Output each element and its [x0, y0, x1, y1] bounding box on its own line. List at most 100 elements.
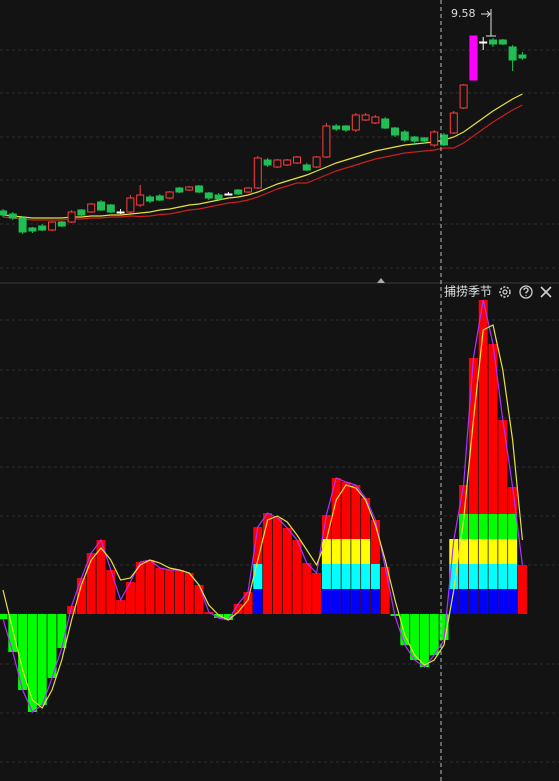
- candle-body: [48, 221, 56, 231]
- candle-body: [332, 125, 341, 130]
- histogram-bar: [204, 612, 214, 614]
- moving-average: [2, 104, 523, 221]
- candle-body: [0, 210, 7, 216]
- candle-body: [479, 41, 488, 44]
- candle-body: [351, 114, 360, 131]
- indicator-line: [2, 299, 523, 713]
- histogram-band: [478, 514, 488, 539]
- histogram-bar: [116, 600, 126, 614]
- histogram-band: [478, 564, 488, 589]
- histogram-bar: [106, 570, 116, 614]
- histogram-band: [361, 539, 371, 564]
- histogram-band: [253, 564, 263, 589]
- candle-body: [136, 194, 145, 206]
- candle-body: [342, 125, 350, 131]
- candle-body: [175, 187, 184, 193]
- histogram-bar: [145, 560, 155, 614]
- histogram-band: [459, 589, 469, 614]
- histogram-bar: [47, 614, 57, 678]
- candle-body: [8, 213, 17, 219]
- candle-body: [253, 157, 262, 189]
- histogram-band: [508, 589, 518, 614]
- histogram-bar: [96, 540, 106, 614]
- close-icon[interactable]: [540, 286, 552, 298]
- histogram-band: [449, 539, 459, 564]
- histogram-band: [468, 514, 478, 539]
- candle-body: [195, 185, 203, 193]
- histogram-band: [478, 539, 488, 564]
- candle-body: [18, 217, 27, 233]
- candle-body: [361, 114, 370, 121]
- histogram-band: [508, 514, 518, 539]
- candle-body: [420, 137, 429, 142]
- candle-body: [449, 112, 458, 134]
- histogram-bar: [233, 604, 243, 614]
- settings-icon[interactable]: [499, 286, 511, 298]
- candle-body: [57, 221, 66, 227]
- help-icon[interactable]: [519, 285, 533, 299]
- histogram-band: [498, 589, 508, 614]
- histogram-bar: [478, 300, 488, 614]
- histogram-band: [468, 564, 478, 589]
- candle-body: [214, 194, 223, 200]
- candle-body: [126, 197, 135, 213]
- histogram-band: [498, 564, 508, 589]
- histogram-bar: [419, 614, 429, 667]
- histogram-band: [341, 564, 351, 589]
- histogram-bar: [282, 528, 292, 614]
- histogram-bar: [410, 614, 420, 660]
- histogram-band: [331, 539, 341, 564]
- histogram-band: [253, 589, 263, 614]
- histogram-band: [459, 539, 469, 564]
- candle-body: [371, 116, 380, 124]
- histogram-bar: [488, 344, 498, 614]
- histogram-band: [321, 589, 331, 614]
- candle-body: [146, 196, 154, 202]
- histogram-bar: [429, 614, 439, 655]
- histogram-bar: [0, 614, 8, 619]
- histogram-band: [370, 589, 380, 614]
- histogram-bar: [263, 513, 273, 614]
- collapse-arrow[interactable]: [377, 278, 385, 283]
- candle-body: [244, 187, 252, 193]
- histogram-bar: [243, 592, 253, 614]
- marks: [0, 35, 527, 713]
- histogram-band: [498, 539, 508, 564]
- histogram-band: [468, 589, 478, 614]
- candle-body: [391, 127, 399, 136]
- candle-body: [106, 204, 115, 213]
- histogram-band: [321, 564, 331, 589]
- candle-body: [87, 203, 96, 213]
- histogram-band: [459, 564, 469, 589]
- histogram-bar: [223, 614, 233, 620]
- histogram-band: [321, 539, 331, 564]
- candle-body: [67, 211, 76, 223]
- candle-body: [224, 193, 233, 196]
- candle-body: [508, 46, 517, 61]
- histogram-bar: [27, 614, 37, 712]
- candle-body: [38, 225, 47, 231]
- candle-body: [116, 211, 125, 214]
- histogram-band: [488, 564, 498, 589]
- candle-body: [204, 192, 213, 199]
- histogram-band: [351, 589, 361, 614]
- candle-body: [489, 39, 497, 45]
- histogram-band: [449, 564, 459, 589]
- candle-body: [155, 195, 164, 201]
- histogram-band: [498, 514, 508, 539]
- histogram-bar: [517, 565, 527, 614]
- histogram-band: [508, 539, 518, 564]
- candle-body: [302, 164, 311, 171]
- candle-body: [322, 125, 331, 158]
- candle-body: [273, 159, 282, 168]
- histogram-band: [488, 539, 498, 564]
- candle-body: [293, 156, 301, 164]
- histogram-bar: [155, 568, 165, 614]
- histogram-bar: [380, 567, 390, 614]
- histogram-bar: [76, 578, 86, 614]
- candle-body: [312, 156, 321, 168]
- candle-body: [400, 131, 409, 141]
- histogram-bar: [86, 553, 96, 614]
- histogram-band: [449, 589, 459, 614]
